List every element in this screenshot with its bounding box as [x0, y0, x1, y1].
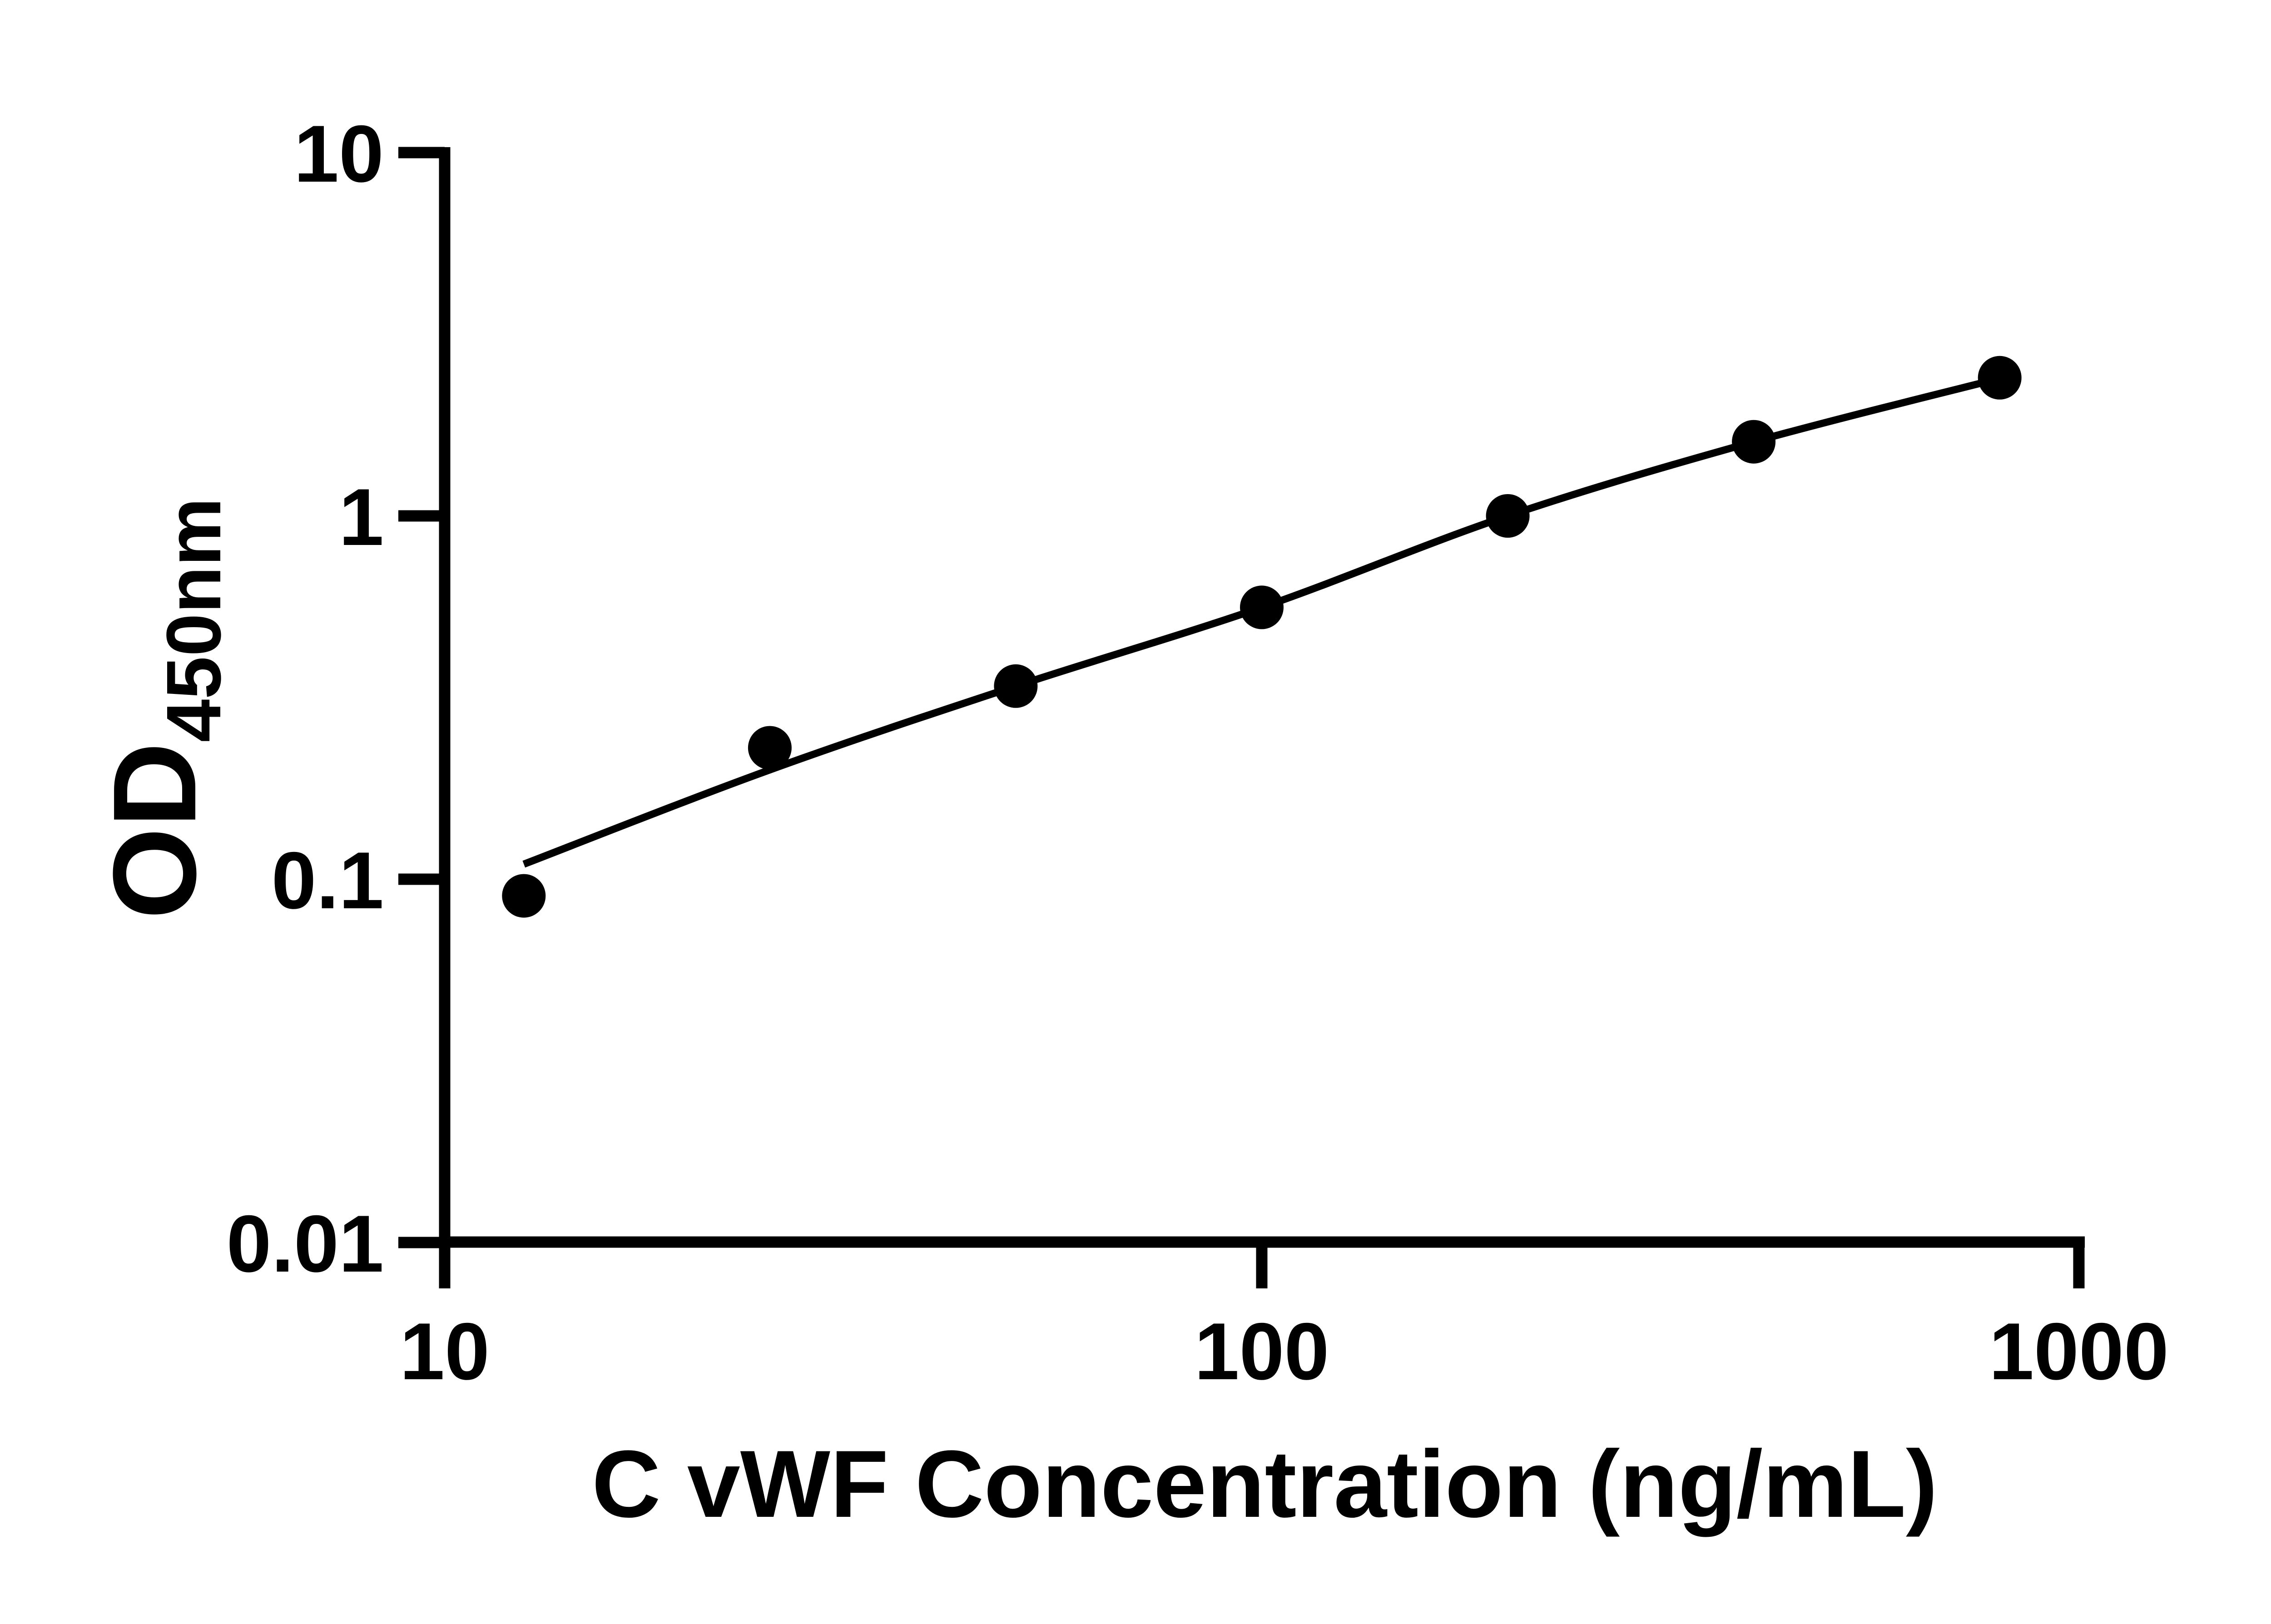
y-axis-title-subscript: 450nm [151, 498, 237, 743]
data-point [1240, 585, 1284, 629]
y-axis-title: OD450nm [89, 498, 237, 920]
data-point [502, 874, 546, 918]
data-point [994, 664, 1038, 708]
x-tick-label: 1000 [1989, 1306, 2169, 1396]
y-axis-title-main: OD [89, 742, 221, 919]
x-tick-label: 100 [1195, 1306, 1329, 1396]
y-tick-label: 0.1 [272, 835, 384, 926]
y-tick-label: 10 [294, 109, 384, 199]
x-axis-title: C vWF Concentration (ng/mL) [592, 1431, 1938, 1537]
data-point [1486, 494, 1530, 538]
data-point [748, 726, 792, 770]
data-point [1732, 420, 1776, 464]
y-tick-label: 0.01 [227, 1198, 384, 1289]
x-tick-label: 10 [400, 1306, 490, 1396]
data-point [1978, 356, 2022, 400]
y-tick-label: 1 [339, 472, 384, 562]
